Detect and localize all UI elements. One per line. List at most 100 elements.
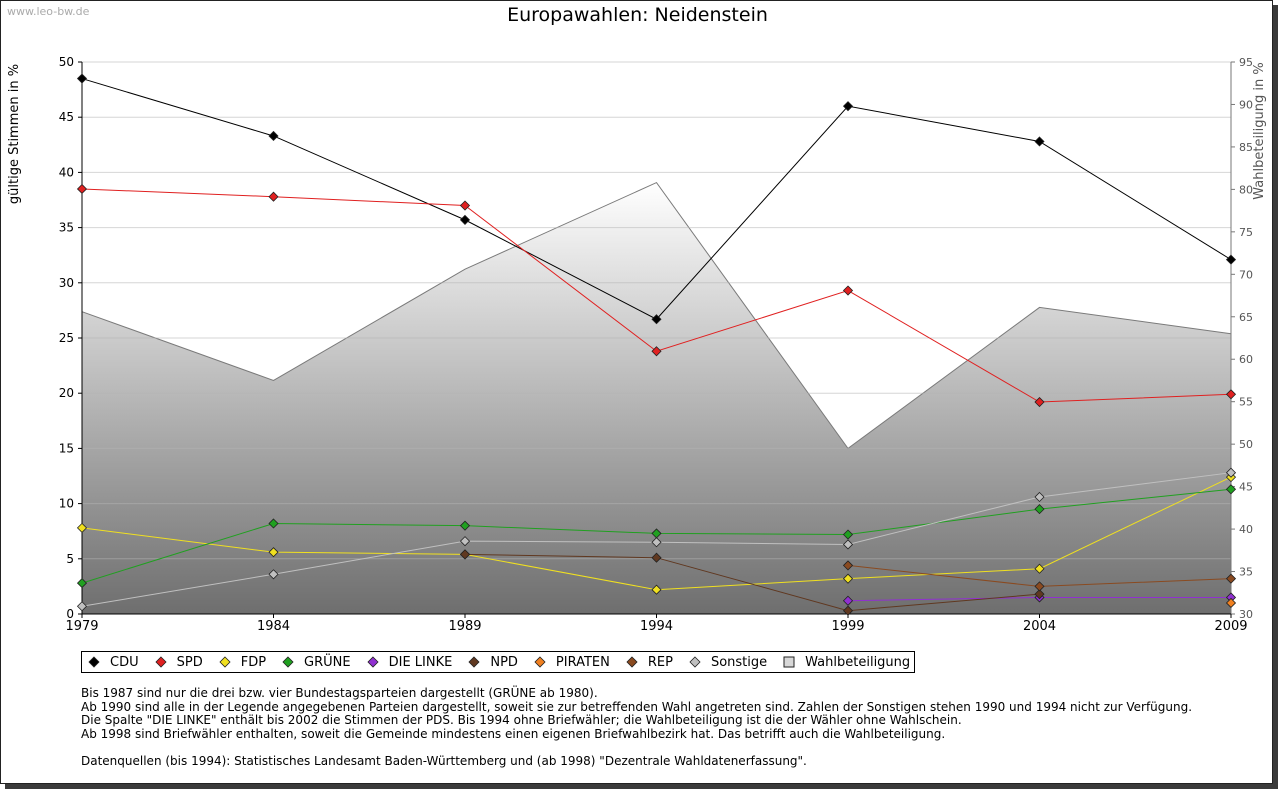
legend-diamond-icon [282,656,294,668]
data-point-cdu [76,73,88,84]
data-point-cdu [651,314,662,325]
data-point-spd [651,346,662,357]
gridlines [82,61,1231,560]
y2-tick-label: 35 [1239,566,1253,579]
y2-tick-label: 50 [1239,438,1253,451]
data-point-fdp [268,547,279,558]
data-point-fdp [842,573,854,584]
x-tick-label: 1989 [448,619,481,634]
data-point-gruene [76,578,88,589]
data-point-sonstige [1034,491,1045,503]
series-group [76,73,1237,616]
y-tick-label: 5 [66,552,74,566]
data-point-gruene [459,520,471,531]
data-point-cdu [1034,136,1045,147]
legend-diamond-icon [534,656,546,668]
y-tick-label: 10 [59,497,74,511]
y-tick-label: 20 [59,386,74,400]
y2-tick-label: 95 [1239,56,1253,69]
footnote-line: Datenquellen (bis 1994): Statistisches L… [81,753,807,768]
data-point-die-linke [842,595,854,606]
data-point-spd [1034,396,1045,408]
data-point-npd [459,549,471,560]
data-point-rep [842,560,854,571]
data-point-npd [651,552,662,563]
legend-label: SPD [176,654,203,670]
footnote-line: Ab 1998 sind Briefwähler enthalten, sowe… [81,726,946,741]
series-line-npd [464,553,1040,612]
legend-item: CDU [88,655,139,670]
data-point-gruene [1225,484,1237,495]
y-tick-label: 30 [59,276,74,290]
legend-label: FDP [240,654,267,670]
data-point-gruene [268,518,279,529]
legend-label: REP [647,654,673,670]
data-point-cdu [1225,254,1237,265]
data-point-fdp [76,522,88,533]
legend-item: Wahlbeteiligung [783,655,910,670]
legend-diamond-icon [155,656,167,668]
legend-diamond-icon [468,656,480,668]
y2-tick-label: 85 [1239,141,1253,154]
data-point-spd [459,200,471,211]
y-axis-label: gültige Stimmen in % [7,64,22,204]
footnotes: Bis 1987 sind nur die drei bzw. vier Bun… [81,686,1193,768]
y2-tick-label: 90 [1239,98,1253,111]
footnote-line: Bis 1987 sind nur die drei bzw. vier Bun… [81,686,598,700]
legend-label: NPD [490,654,518,670]
legend-label: CDU [110,654,139,670]
x-tick-label: 2009 [1214,619,1247,634]
legend-diamond-icon [219,656,231,668]
footnote-line: Ab 1990 sind alle in der Legende angegeb… [81,699,1193,714]
legend-item: Sonstige [689,655,767,670]
y2-tick-label: 80 [1239,183,1253,196]
legend-square-icon [783,656,795,668]
legend-label: PIRATEN [555,654,610,670]
y2-tick-label: 65 [1239,311,1253,324]
y2-tick-label: 70 [1239,268,1253,281]
chart-svg: 0 5 10 15 20 25 30 35 40 45 50 30 35 40 45 50 55 60 65 70 75… [7,55,1267,634]
y-tick-label: 25 [59,331,74,345]
y-tick-label: 45 [59,110,74,124]
watermark: www.leo-bw.de [7,5,90,18]
legend-diamond-icon [689,656,701,668]
turnout-line [81,181,1232,450]
x-tick-label: 1999 [831,619,864,634]
y2-tick-label: 55 [1239,396,1253,409]
y-tick-label: 40 [59,165,74,179]
legend-diamond-icon [88,656,100,668]
turnout-area [82,182,1231,615]
y2-axis-label: Wahlbeteiligung in % [1252,62,1267,199]
legend-item: NPD [468,655,518,670]
legend-item: GRÜNE [282,655,351,670]
x-tick-label: 1984 [257,619,290,634]
data-point-spd [1225,389,1237,400]
data-point-cdu [842,101,854,112]
y2-tick-label: 40 [1239,523,1253,536]
data-point-npd [842,605,854,616]
data-point-sonstige [1225,467,1237,478]
y2-tick-label: 75 [1239,226,1253,239]
legend-diamond-icon [626,656,638,668]
data-point-sonstige [76,601,88,612]
legend-item: FDP [219,655,266,670]
x-tick-label: 2004 [1023,619,1056,634]
legend: CDU SPD FDP GRÜNE DIE LINKE NPD PIRATEN REP Sons… [81,651,916,673]
data-point-cdu [268,130,279,142]
data-point-sonstige [459,536,471,547]
y-tick-label: 15 [59,441,74,455]
chart-title: Europawahlen: Neidenstein [507,4,768,26]
data-point-npd [1034,589,1045,600]
data-point-sonstige [268,569,279,580]
legend-diamond-icon [367,656,379,668]
data-point-sonstige [842,539,854,550]
y-tick-label: 0 [66,607,74,621]
data-point-rep [1225,573,1237,584]
footnote-line: Die Spalte "DIE LINKE" enthält bis 2002 … [81,713,962,727]
y-tick-label: 35 [59,221,74,235]
turnout-area-group [81,181,1232,615]
data-point-sonstige [651,537,662,548]
data-point-gruene [842,529,854,540]
legend-item: DIE LINKE [367,655,452,670]
